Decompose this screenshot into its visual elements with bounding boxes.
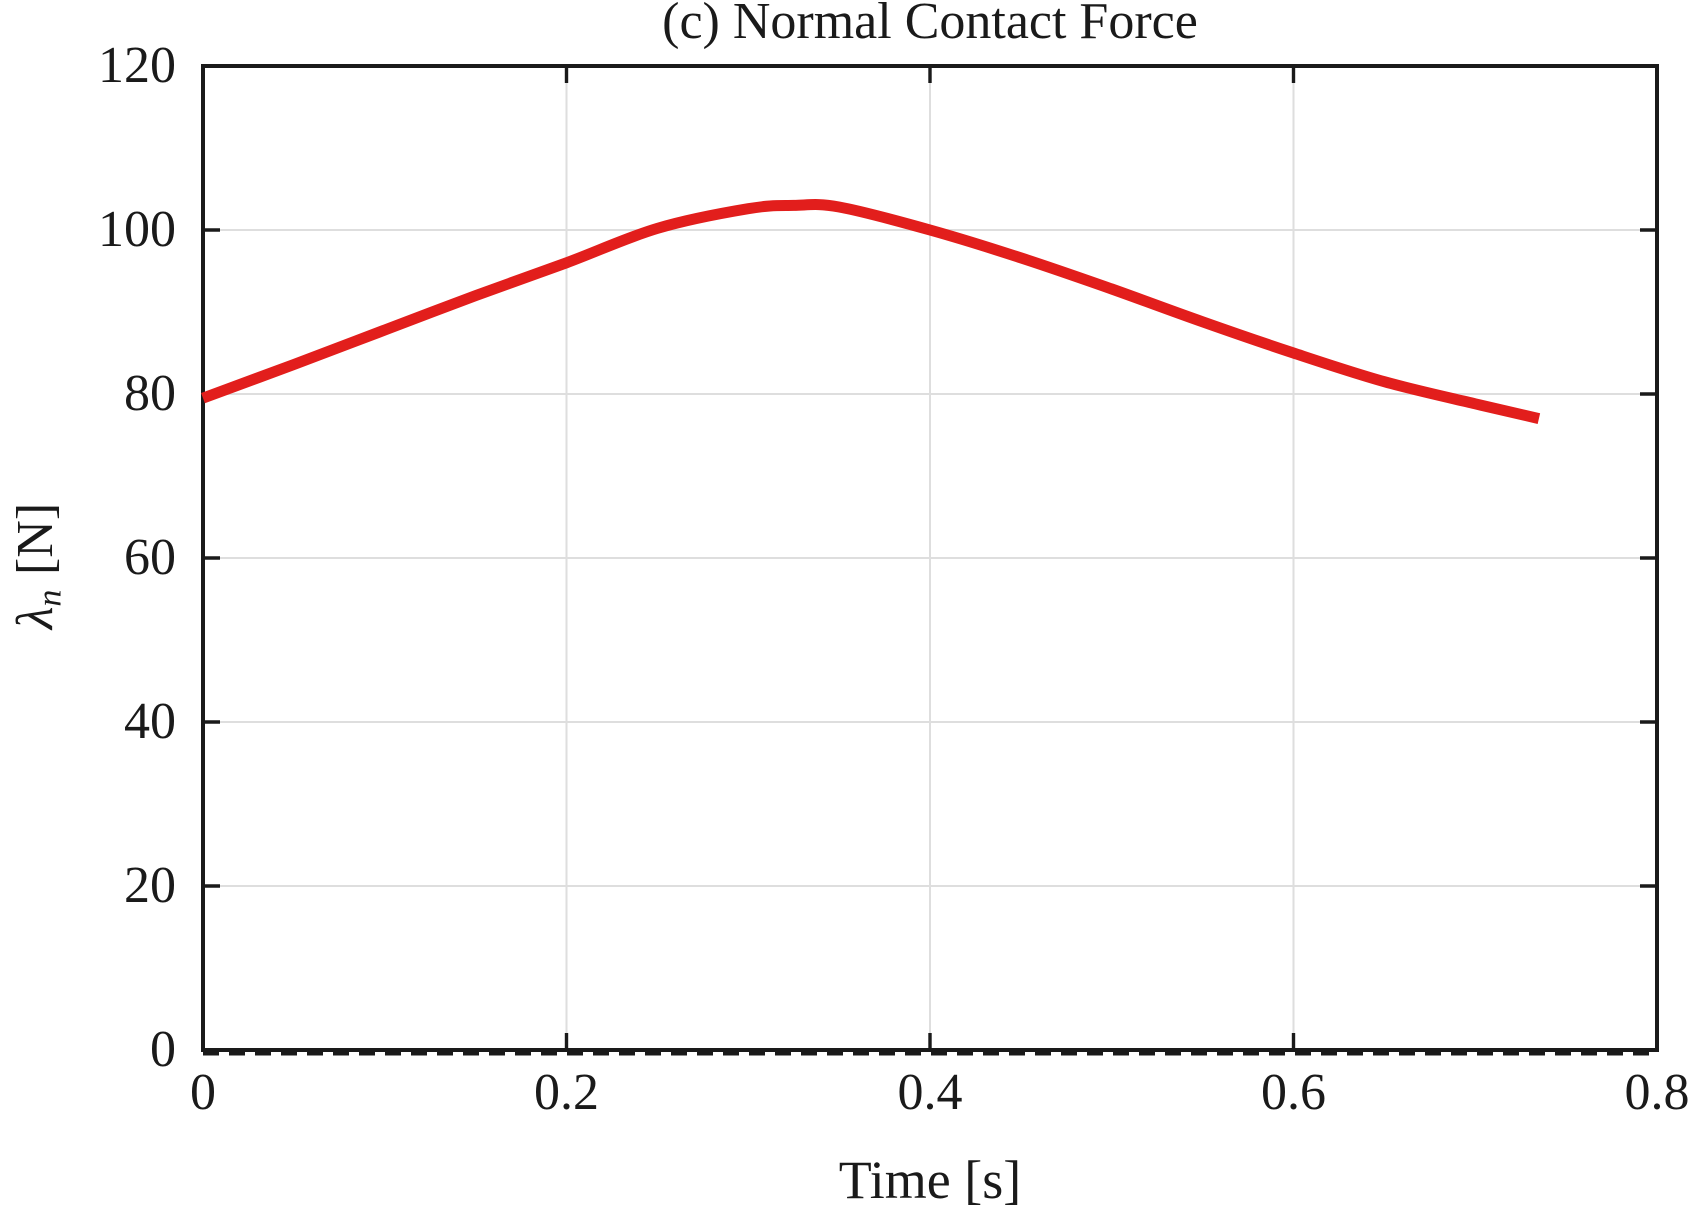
y-tick-label: 40: [124, 693, 176, 750]
chart-title: (c) Normal Contact Force: [662, 0, 1198, 50]
x-tick-label: 0: [190, 1064, 216, 1121]
y-tick-label: 80: [124, 365, 176, 422]
y-tick-label: 60: [124, 529, 176, 586]
x-tick-label: 0.6: [1261, 1064, 1326, 1121]
y-tick-label: 0: [150, 1021, 176, 1078]
y-tick-label: 120: [98, 37, 176, 94]
x-axis-label: Time [s]: [838, 1150, 1022, 1210]
series-normal-contact-force: [201, 199, 1541, 424]
x-tick-label: 0.4: [897, 1064, 963, 1121]
x-tick-label: 0.2: [534, 1064, 599, 1121]
ylabel-lambda-symbol: λ: [7, 606, 64, 630]
ylabel-subscript: n: [31, 589, 69, 607]
y-tick-label: 100: [98, 201, 176, 258]
x-tick-label: 0.8: [1624, 1064, 1690, 1121]
y-tick-label: 20: [124, 857, 176, 914]
